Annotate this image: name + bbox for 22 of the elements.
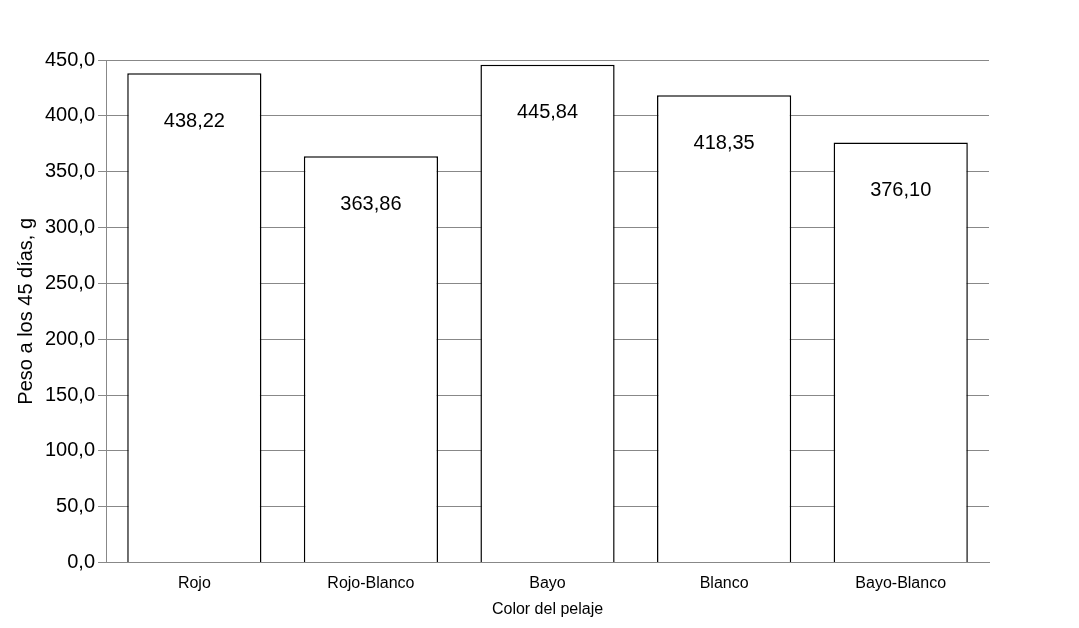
y-tick-label: 200,0 [44,326,96,349]
data-label: 376,10 [870,178,932,201]
data-label: 418,35 [693,130,755,153]
x-tick-label: Rojo [177,573,211,591]
y-tick-label: 50,0 [56,494,96,517]
x-tick-label: Rojo-Blanco [327,573,415,591]
y-tick-label: 100,0 [44,438,96,461]
y-axis-title: Peso a los 45 días, g [13,217,36,405]
x-tick-label: Bayo [529,573,566,591]
y-tick-label: 450,0 [44,47,96,70]
x-axis-title: Color del pelaje [491,599,604,617]
y-tick-label: 250,0 [44,270,96,293]
data-label: 445,84 [516,100,579,123]
y-tick-label: 150,0 [44,382,96,405]
data-label: 363,86 [340,191,402,214]
x-tick-label: Blanco [699,573,749,591]
x-tick-label: Bayo-Blanco [855,573,947,591]
y-tick-label: 300,0 [44,215,96,238]
y-tick-label: 400,0 [44,103,96,126]
y-tick-label: 0,0 [67,550,96,573]
y-tick-label: 350,0 [44,159,96,182]
data-label: 438,22 [163,108,225,131]
